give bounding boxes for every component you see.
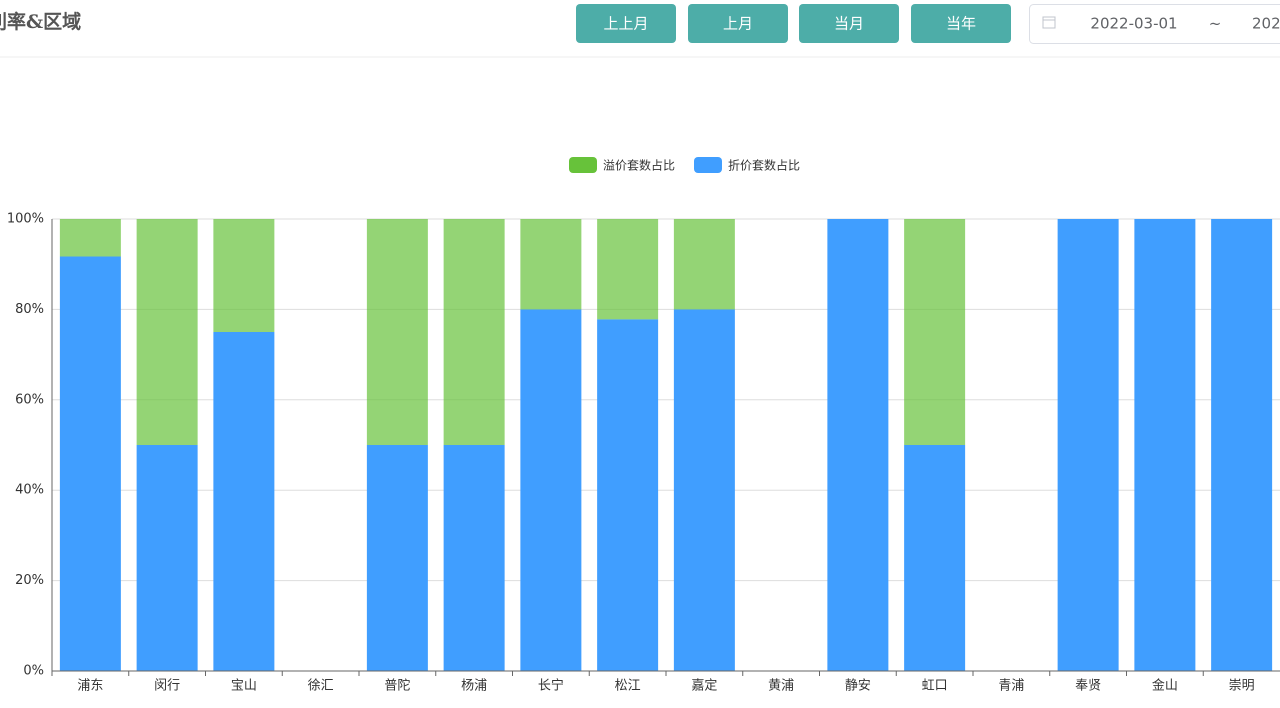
page-title: 利率&区域 <box>0 10 81 33</box>
x-tick-label: 崇明 <box>1229 679 1255 694</box>
x-tick-label: 青浦 <box>998 679 1024 694</box>
x-tick-label: 奉贤 <box>1075 679 1101 694</box>
legend-swatch[interactable] <box>694 157 722 173</box>
x-tick-label: 浦东 <box>77 679 103 694</box>
bar-segment <box>674 309 735 671</box>
date-end[interactable]: 202 <box>1252 15 1280 33</box>
period-button-label[interactable]: 当年 <box>946 15 976 33</box>
bar-segment <box>674 219 735 309</box>
x-tick-label: 宝山 <box>231 679 257 694</box>
x-tick-label: 金山 <box>1152 678 1178 694</box>
bar-segment <box>1134 219 1195 671</box>
bar-segment <box>444 219 505 445</box>
x-tick-label: 虹口 <box>922 679 948 694</box>
bar-segment <box>213 332 274 671</box>
bar-segment <box>367 445 428 671</box>
date-start[interactable]: 2022-03-01 <box>1090 15 1177 33</box>
period-button-label[interactable]: 上月 <box>723 15 753 33</box>
y-tick-label: 100% <box>7 212 44 227</box>
x-tick-label: 杨浦 <box>461 679 487 694</box>
bar-segment <box>367 219 428 445</box>
x-tick-label: 松江 <box>615 679 641 694</box>
bar-segment <box>137 445 198 671</box>
y-tick-label: 80% <box>15 302 44 317</box>
bar-segment <box>213 219 274 332</box>
bar-segment <box>60 257 121 671</box>
period-button-label[interactable]: 上上月 <box>603 15 648 33</box>
bar-segment <box>827 219 888 671</box>
period-button-label[interactable]: 当月 <box>834 15 864 33</box>
bar-segment <box>904 445 965 671</box>
bar-segment <box>1058 219 1119 671</box>
bar-segment <box>520 219 581 309</box>
date-range[interactable]: 2022-03-01 ~ 202 <box>1030 5 1280 44</box>
bar-segment <box>597 319 658 671</box>
bar-segment <box>597 219 658 319</box>
y-tick-label: 60% <box>15 392 44 407</box>
x-tick-label: 闵行 <box>154 679 180 694</box>
x-tick-label: 黄浦 <box>768 679 794 694</box>
x-tick-label: 静安 <box>845 679 871 694</box>
x-tick-label: 嘉定 <box>691 679 717 694</box>
x-tick-label: 徐汇 <box>308 679 334 694</box>
y-tick-label: 40% <box>15 483 44 498</box>
y-tick-label: 20% <box>15 573 44 588</box>
x-tick-label: 普陀 <box>384 678 410 694</box>
legend-label[interactable]: 折价套数占比 <box>728 158 800 173</box>
date-separator: ~ <box>1209 15 1222 33</box>
bar-segment <box>520 309 581 671</box>
y-tick-label: 0% <box>23 664 44 679</box>
bar-segment <box>60 219 121 257</box>
bar-segment <box>137 219 198 445</box>
bar-segment <box>444 445 505 671</box>
legend-swatch[interactable] <box>569 157 597 173</box>
x-tick-label: 长宁 <box>538 678 564 694</box>
bar-segment <box>1211 219 1272 671</box>
legend-label[interactable]: 溢价套数占比 <box>603 158 675 173</box>
bar-segment <box>904 219 965 445</box>
